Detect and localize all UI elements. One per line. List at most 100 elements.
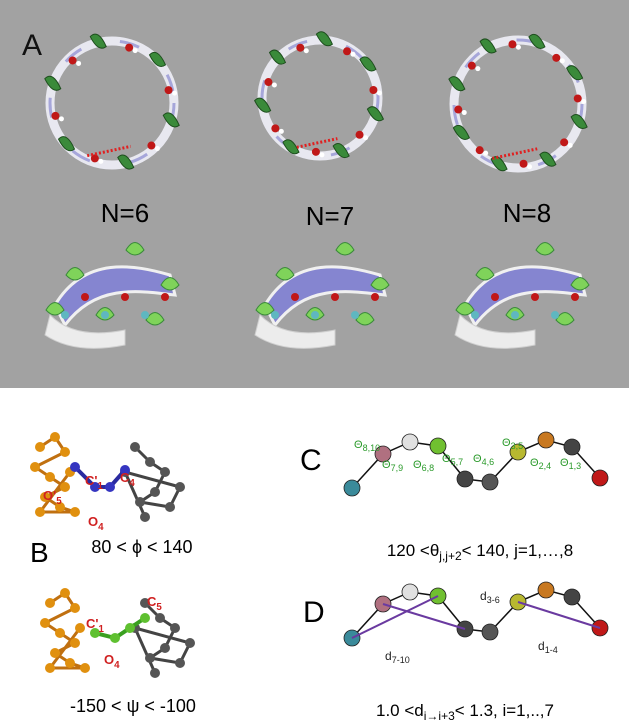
atom <box>567 142 573 148</box>
leaf <box>452 124 471 140</box>
bond <box>133 627 157 674</box>
leaf <box>160 277 180 291</box>
atom <box>55 628 65 638</box>
atom <box>350 51 356 57</box>
atom <box>50 648 60 658</box>
atom <box>581 98 587 104</box>
atom <box>278 128 284 134</box>
atom <box>155 613 165 623</box>
leaf <box>315 31 333 47</box>
atom <box>76 60 82 66</box>
chain-atom <box>537 431 555 449</box>
chain-bond <box>351 439 601 489</box>
atom <box>161 293 169 301</box>
atom <box>519 159 528 168</box>
atom <box>61 311 69 319</box>
atom <box>185 638 195 648</box>
atom <box>175 482 185 492</box>
leaf <box>528 33 546 49</box>
leaf <box>145 312 165 326</box>
atom <box>311 311 319 319</box>
atom <box>105 482 115 492</box>
atom <box>145 457 155 467</box>
caption-part: 1.0 <d <box>376 701 424 720</box>
atom <box>475 66 481 72</box>
leaf <box>89 33 107 49</box>
atom <box>132 48 138 54</box>
leaf <box>535 242 555 256</box>
atom <box>527 164 533 170</box>
atom <box>573 94 582 103</box>
leaf <box>570 277 590 291</box>
atom <box>291 293 299 301</box>
hbond <box>296 137 338 149</box>
ring-label: N=7 <box>306 201 354 231</box>
atom <box>90 154 99 163</box>
label-sub: 5 <box>56 496 62 507</box>
atom <box>90 628 100 638</box>
atom <box>150 668 160 678</box>
atom <box>55 502 65 512</box>
atom <box>75 623 85 633</box>
leaf <box>539 151 557 167</box>
atom-label: C'1 <box>85 473 103 492</box>
atom <box>30 462 40 472</box>
atom <box>371 293 379 301</box>
backbone <box>73 465 127 489</box>
leaf <box>65 267 85 281</box>
chain-atom <box>401 433 419 451</box>
bond <box>124 470 181 489</box>
label-base: d <box>538 639 545 653</box>
atom <box>51 111 60 120</box>
atom <box>483 150 489 156</box>
atom <box>296 43 305 52</box>
leaf <box>45 302 65 316</box>
label-base: C <box>120 470 130 485</box>
atom <box>172 90 178 96</box>
panel-label: A <box>22 29 42 62</box>
atom <box>303 48 309 54</box>
label-sub: 7-10 <box>392 655 410 665</box>
bond <box>44 606 76 625</box>
label-base: O' <box>43 488 56 503</box>
leaf <box>254 97 272 113</box>
leaf <box>282 139 300 155</box>
atom <box>45 663 55 673</box>
label-sub: 5 <box>156 602 162 613</box>
angle-label: Θ8,10 <box>354 439 380 453</box>
helix-band <box>454 314 536 349</box>
atom <box>65 658 75 668</box>
atom <box>164 86 173 95</box>
atom <box>120 465 130 475</box>
atom <box>311 147 320 156</box>
atom-label: O4 <box>104 652 120 671</box>
label-sub: 1 <box>97 481 103 492</box>
atom <box>170 623 180 633</box>
leaf <box>565 65 584 81</box>
label-base: Θ <box>473 453 482 465</box>
atom <box>90 482 100 492</box>
distance-label: d7-10 <box>385 649 410 665</box>
atom <box>571 293 579 301</box>
atom <box>147 141 156 150</box>
label-sub: 6,8 <box>422 463 435 473</box>
atom <box>160 467 170 477</box>
atom <box>271 124 280 133</box>
atom <box>125 623 135 633</box>
angle-label: Θ2,4 <box>530 457 551 471</box>
atom <box>560 138 569 147</box>
atom <box>319 152 325 158</box>
atom <box>355 130 364 139</box>
atom <box>271 311 279 319</box>
atom <box>70 603 80 613</box>
atom <box>140 598 150 608</box>
leaf <box>117 154 135 170</box>
leaf <box>570 114 588 130</box>
label-base: O <box>104 652 114 667</box>
atom <box>35 507 45 517</box>
leaf <box>555 312 575 326</box>
caption-part: < 1.3, i=1,..,7 <box>455 701 554 720</box>
label-base: Θ <box>560 457 569 469</box>
atom <box>125 43 134 52</box>
atom <box>175 658 185 668</box>
